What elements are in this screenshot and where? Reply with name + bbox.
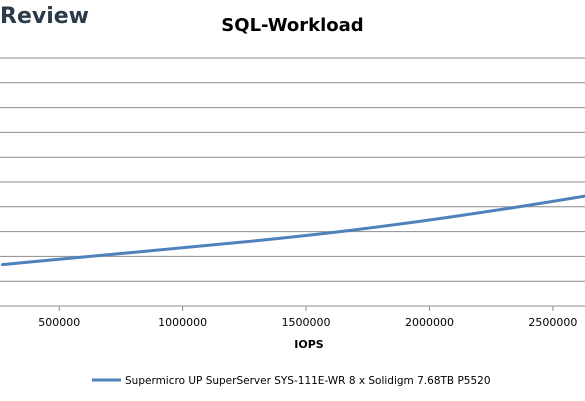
x-tick-label: 1000000 xyxy=(158,316,207,329)
legend-label: Supermicro UP SuperServer SYS-111E-WR 8 … xyxy=(125,375,491,387)
x-tick-label: 2000000 xyxy=(405,316,454,329)
series-layer xyxy=(0,194,585,267)
series-line xyxy=(0,194,585,267)
x-tick-label: 500000 xyxy=(38,316,80,329)
x-axis-label: IOPS xyxy=(294,338,324,351)
x-tick-label: 1500000 xyxy=(282,316,331,329)
x-tick-label: 2500000 xyxy=(528,316,577,329)
chart-title: SQL-Workload xyxy=(221,15,364,36)
legend: Supermicro UP SuperServer SYS-111E-WR 8 … xyxy=(92,375,491,387)
watermark-logo: Review xyxy=(0,4,89,29)
x-axis-ticks: 500000 1000000 1500000 2000000 2500000 xyxy=(38,306,577,329)
gridlines xyxy=(0,57,585,307)
